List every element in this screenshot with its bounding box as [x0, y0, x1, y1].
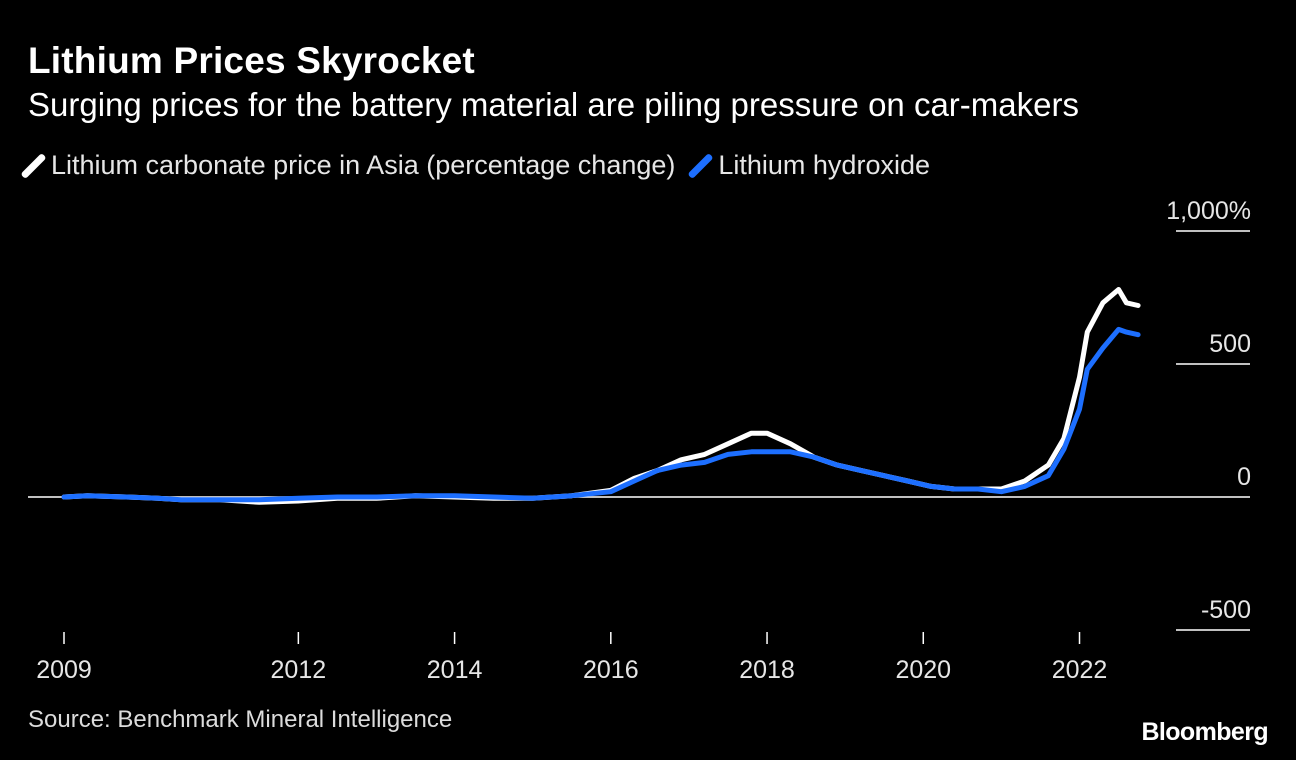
chart-legend: Lithium carbonate price in Asia (percent…: [20, 150, 952, 181]
x-tick-label: 2016: [583, 656, 639, 684]
series-line-carbonate: [61, 287, 1141, 505]
x-tick-label: 2022: [1052, 656, 1108, 684]
source-note: Source: Benchmark Mineral Intelligence: [28, 706, 453, 733]
chart-title: Lithium Prices Skyrocket: [28, 40, 475, 81]
series-line-hydroxide: [61, 326, 1141, 503]
y-tick-label: 0: [1237, 463, 1251, 491]
chart-subtitle: Surging prices for the battery material …: [28, 86, 1079, 123]
legend-label-carbonate: Lithium carbonate price in Asia (percent…: [51, 150, 676, 180]
legend-item-hydroxide: Lithium hydroxide: [687, 150, 930, 181]
x-tick-label: 2020: [895, 656, 951, 684]
x-tick-label: 2018: [739, 656, 795, 684]
x-tick-label: 2009: [36, 656, 92, 684]
x-tick-label: 2012: [271, 656, 327, 684]
x-tick-label: 2014: [427, 656, 483, 684]
y-tick-label: 1,000%: [1166, 197, 1251, 225]
y-tick-label: 500: [1209, 330, 1251, 358]
bloomberg-logo: Bloomberg: [1141, 718, 1268, 746]
y-tick-label: -500: [1201, 596, 1251, 624]
legend-item-carbonate: Lithium carbonate price in Asia (percent…: [20, 150, 676, 181]
legend-label-hydroxide: Lithium hydroxide: [718, 150, 930, 180]
